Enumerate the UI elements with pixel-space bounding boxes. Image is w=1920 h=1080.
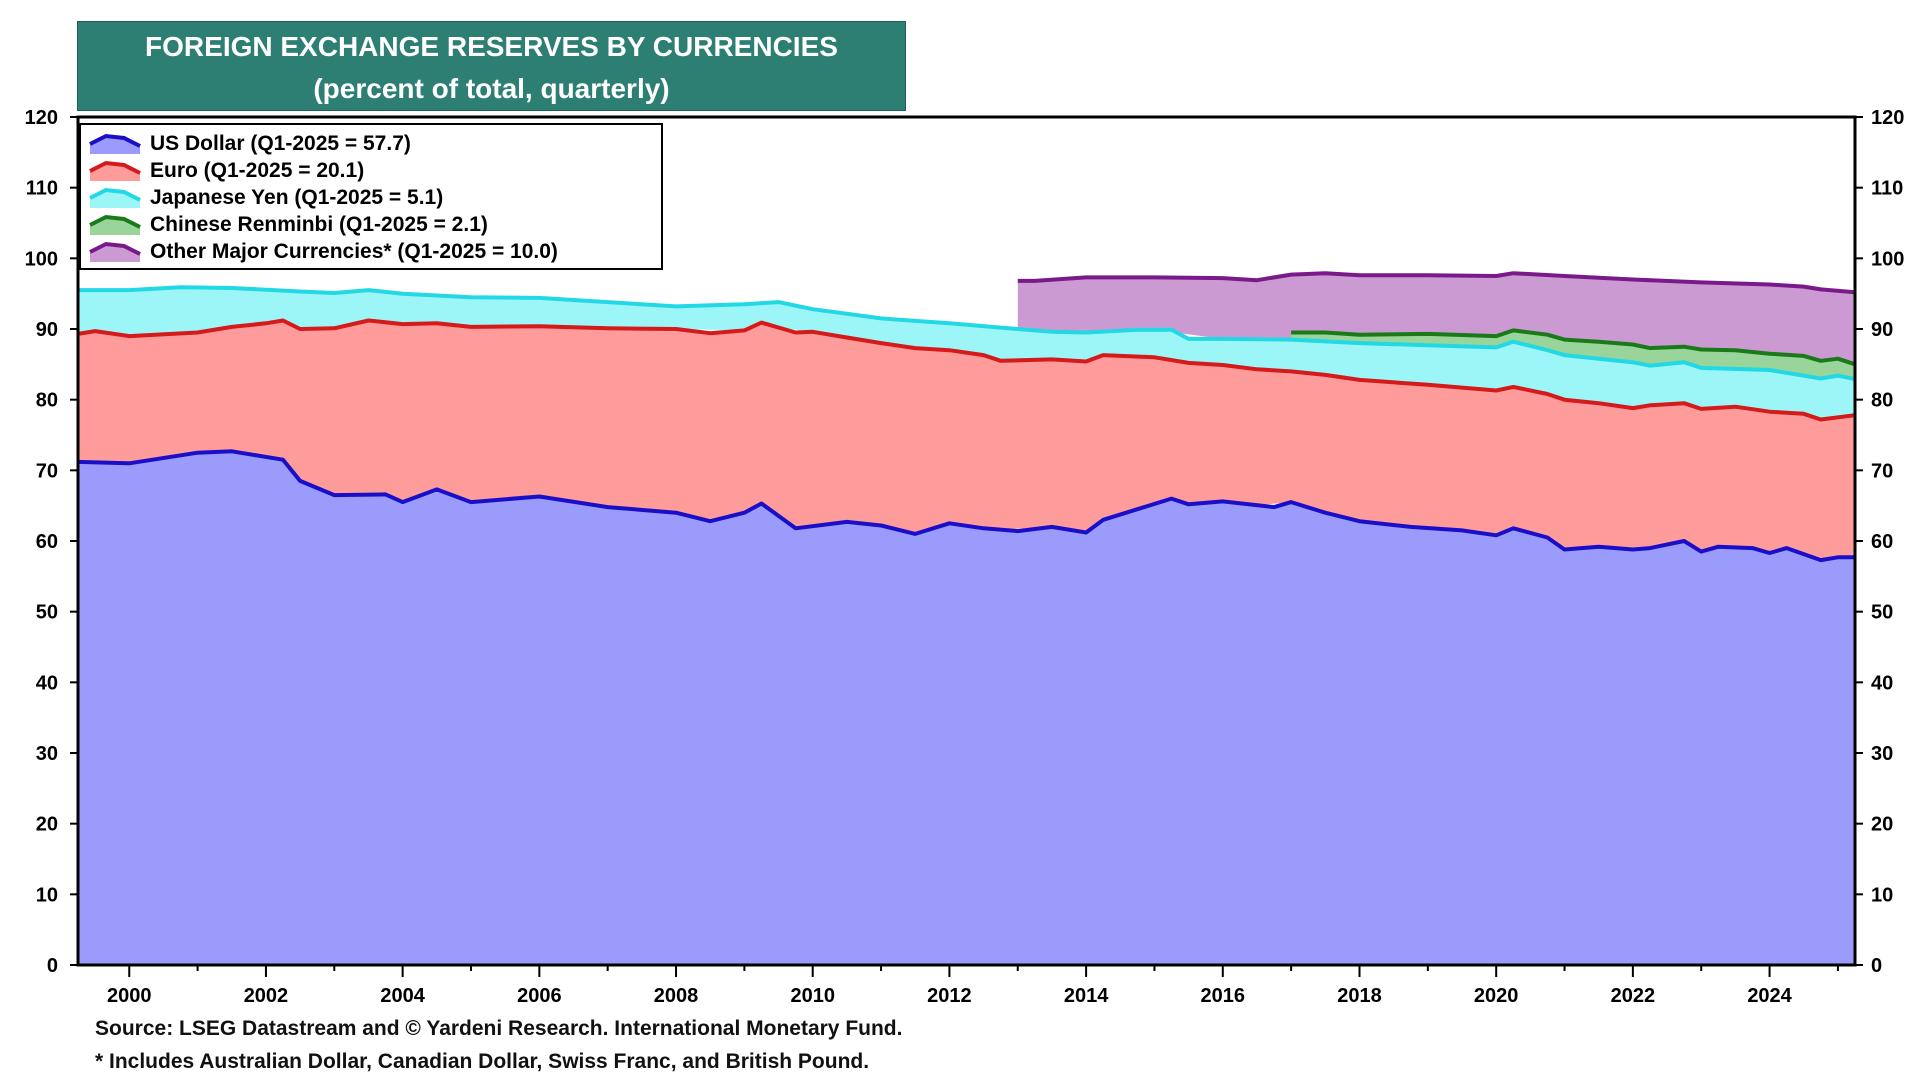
- x-tick-label: 2006: [517, 985, 562, 1007]
- legend-line: [89, 241, 141, 256]
- line-japanese-yen: [78, 285, 1856, 382]
- y-tick-label-right: 10: [1871, 884, 1893, 906]
- legend-label: Japanese Yen (Q1-2025 = 5.1): [150, 186, 443, 209]
- chart-subtitle: (percent of total, quarterly): [313, 73, 670, 104]
- y-tick-label-left: 90: [36, 319, 58, 341]
- x-tick-label: 2008: [654, 985, 699, 1007]
- area-us-dollar: [78, 451, 1855, 965]
- y-tick-label-right: 110: [1871, 178, 1903, 200]
- x-tick-label: 2016: [1201, 985, 1246, 1007]
- line-chinese-renminbi: [1291, 328, 1856, 367]
- currency-footnote: * Includes Australian Dollar, Canadian D…: [95, 1050, 870, 1073]
- area-euro: [78, 320, 1855, 561]
- legend-label: Euro (Q1-2025 = 20.1): [150, 159, 364, 182]
- legend-line: [89, 133, 141, 148]
- line-us-dollar: [77, 449, 1855, 563]
- y-tick-label-right: 60: [1871, 531, 1893, 553]
- x-tick-label: 2014: [1064, 985, 1109, 1007]
- x-tick-label: 2002: [244, 985, 289, 1007]
- y-tick-label-right: 90: [1871, 319, 1893, 341]
- legend-box: [79, 123, 663, 270]
- y-tick-label-right: 80: [1871, 390, 1893, 412]
- y-tick-label-left: 50: [36, 602, 58, 624]
- y-tick-label-left: 70: [36, 460, 58, 482]
- y-tick-label-left: 80: [36, 390, 58, 412]
- y-tick-label-left: 100: [25, 248, 58, 270]
- legend: US Dollar (Q1-2025 = 57.7) Euro (Q1-2025 …: [79, 123, 663, 270]
- y-tick-label-right: 50: [1871, 602, 1893, 624]
- y-tick-label-right: 120: [1871, 107, 1904, 129]
- x-tick-label: 2022: [1611, 985, 1656, 1007]
- legend-entry: US Dollar (Q1-2025 = 57.7): [89, 132, 411, 155]
- legend-line: [89, 214, 141, 229]
- y-tick-label-right: 20: [1871, 814, 1893, 836]
- chart-title-box: FOREIGN EXCHANGE RESERVES BY CURRENCIES …: [77, 21, 906, 111]
- y-tick-label-right: 0: [1871, 955, 1882, 977]
- y-tick-label-left: 10: [36, 884, 58, 906]
- legend-label: US Dollar (Q1-2025 = 57.7): [150, 132, 411, 155]
- legend-entry: Japanese Yen (Q1-2025 = 5.1): [89, 186, 443, 209]
- legend-entry: Chinese Renminbi (Q1-2025 = 2.1): [89, 213, 488, 236]
- y-tick-label-left: 20: [36, 814, 58, 836]
- y-tick-label-left: 60: [36, 531, 58, 553]
- legend-entry: Other Major Currencies* (Q1-2025 = 10.0): [89, 240, 558, 263]
- x-tick-label: 2000: [107, 985, 152, 1007]
- legend-label: Chinese Renminbi (Q1-2025 = 2.1): [150, 213, 488, 236]
- line-euro: [77, 318, 1856, 422]
- y-tick-label-left: 0: [47, 955, 58, 977]
- y-tick-label-left: 40: [36, 672, 58, 694]
- y-tick-label-left: 110: [26, 178, 58, 200]
- y-tick-label-right: 30: [1871, 743, 1893, 765]
- x-tick-label: 2004: [380, 985, 425, 1007]
- area-layer: [78, 273, 1855, 965]
- y-tick-label-right: 40: [1871, 672, 1893, 694]
- chart-title: FOREIGN EXCHANGE RESERVES BY CURRENCIES: [145, 31, 838, 62]
- y-tick-label-left: 30: [36, 743, 58, 765]
- x-tick-label: 2012: [927, 985, 972, 1007]
- y-tick-label-left: 120: [25, 107, 58, 129]
- x-tick-label: 2024: [1747, 985, 1792, 1007]
- legend-entry: Euro (Q1-2025 = 20.1): [89, 159, 364, 182]
- legend-line: [89, 187, 141, 202]
- x-tick-label: 2018: [1337, 985, 1382, 1007]
- legend-line: [89, 160, 141, 175]
- y-tick-label-right: 70: [1871, 460, 1893, 482]
- x-tick-label: 2020: [1474, 985, 1519, 1007]
- line-other-major-currencies: [1017, 271, 1856, 295]
- source-note: Source: LSEG Datastream and © Yardeni Re…: [95, 1017, 903, 1040]
- line-layer: [77, 271, 1856, 563]
- y-tick-label-right: 100: [1871, 248, 1904, 270]
- x-tick-label: 2010: [790, 985, 835, 1007]
- legend-label: Other Major Currencies* (Q1-2025 = 10.0): [150, 240, 558, 263]
